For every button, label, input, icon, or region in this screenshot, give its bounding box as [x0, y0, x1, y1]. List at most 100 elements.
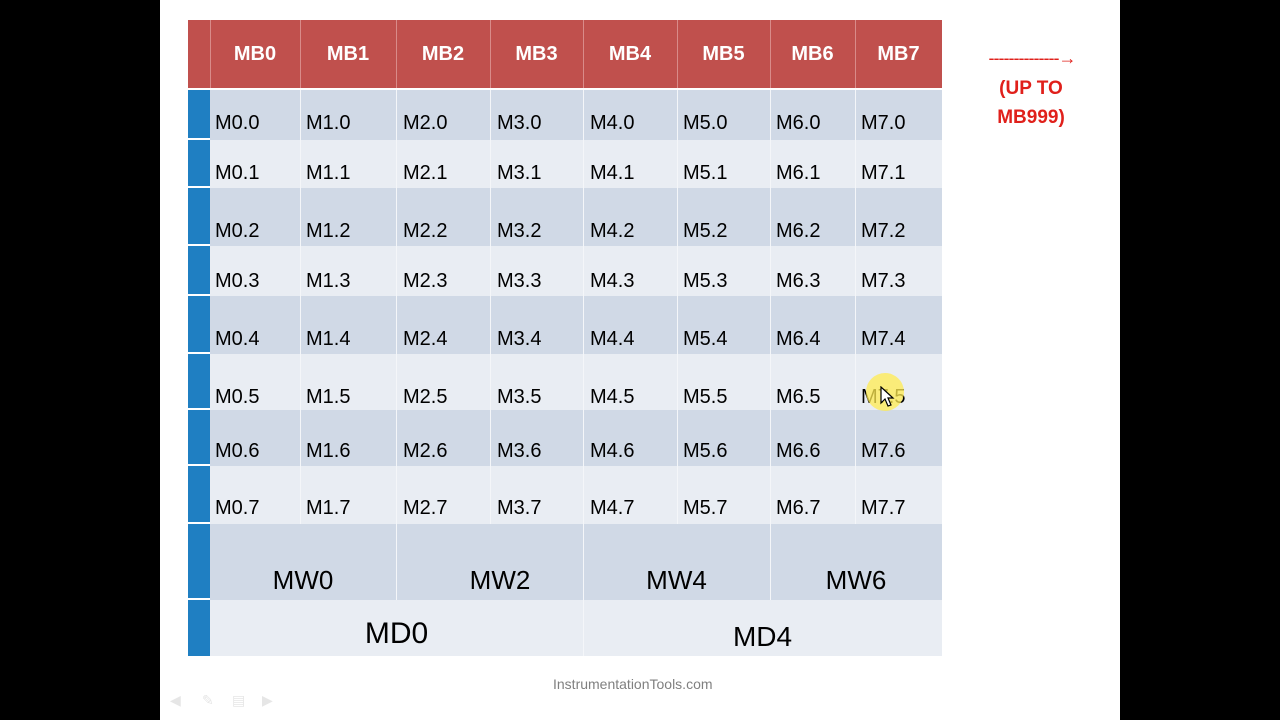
bit-cell: M2.4: [403, 327, 448, 350]
bit-cell: M0.3: [215, 269, 260, 292]
bit-cell: M0.1: [215, 161, 260, 184]
row-marker: [188, 410, 210, 464]
bit-cell: M6.0: [776, 111, 821, 134]
bit-cell: M4.5: [590, 385, 635, 408]
bit-cell: M0.4: [215, 327, 260, 350]
bit-cell: M7.3: [861, 269, 906, 292]
bit-cell: M7.7: [861, 496, 906, 519]
bit-cell: M5.4: [683, 327, 728, 350]
bit-cell: M7.0: [861, 111, 906, 134]
header-divider: [770, 20, 771, 88]
bit-cell: M1.4: [306, 327, 351, 350]
bit-cell: M3.5: [497, 385, 542, 408]
bit-cell: M5.0: [683, 111, 728, 134]
header-cell-mb5: MB5: [702, 42, 745, 65]
bit-cell: M7.2: [861, 219, 906, 242]
bit-cell: M2.2: [403, 219, 448, 242]
header-cell-mb3: MB3: [515, 42, 558, 65]
bit-cell: M3.2: [497, 219, 542, 242]
header-cell-mb0: MB0: [233, 42, 277, 65]
bit-cell: M1.1: [306, 161, 351, 184]
note-line-2: MB999): [997, 107, 1065, 128]
pen-icon[interactable]: ✎: [202, 692, 214, 708]
bit-cell: M0.2: [215, 219, 260, 242]
bit-cell: M3.7: [497, 496, 542, 519]
bit-cell: M1.2: [306, 219, 351, 242]
header-divider: [583, 20, 584, 88]
bit-cell: M4.4: [590, 327, 635, 350]
column-divider: [396, 90, 397, 524]
bit-cell: M7.1: [861, 161, 906, 184]
table-row: [210, 296, 942, 354]
header-cell-mb4: MB4: [608, 42, 652, 65]
bit-cell: M1.6: [306, 439, 351, 462]
header-cell-mb7: MB7: [877, 42, 920, 65]
bit-cell: M6.3: [776, 269, 821, 292]
row-marker: [188, 140, 210, 186]
bit-cell: M6.4: [776, 327, 821, 350]
table-row: [210, 140, 942, 188]
bit-cell: M6.7: [776, 496, 821, 519]
bit-cell: M5.5: [683, 385, 728, 408]
row-marker: [188, 354, 210, 408]
dword-label-md0: MD0: [364, 617, 429, 650]
mouse-pointer-icon: [880, 386, 895, 407]
bit-cell: M0.0: [215, 111, 260, 134]
column-divider: [583, 600, 584, 656]
bit-cell: M0.7: [215, 496, 260, 519]
column-divider: [583, 90, 584, 524]
bit-cell: M6.6: [776, 439, 821, 462]
row-marker: [188, 90, 210, 138]
bit-cell: M1.3: [306, 269, 351, 292]
dword-row: [210, 600, 942, 656]
column-divider: [855, 90, 856, 524]
header-cell-mb2: MB2: [421, 42, 465, 65]
bit-cell: M4.6: [590, 439, 635, 462]
bit-cell: M2.3: [403, 269, 448, 292]
bit-cell: M4.1: [590, 161, 635, 184]
row-marker: [188, 246, 210, 294]
bit-cell: M7.6: [861, 439, 906, 462]
bit-cell: M4.2: [590, 219, 635, 242]
arrow-note: --------------→: [988, 48, 1077, 68]
bit-cell: M6.1: [776, 161, 821, 184]
bit-cell: M1.7: [306, 496, 351, 519]
next-slide-icon[interactable]: ▶: [262, 692, 273, 708]
column-divider: [490, 90, 491, 524]
bit-cell: M5.2: [683, 219, 728, 242]
bit-cell: M4.3: [590, 269, 635, 292]
row-marker: [188, 296, 210, 352]
bit-cell: M3.4: [497, 327, 542, 350]
table-row: [210, 354, 942, 410]
bit-cell: M4.0: [590, 111, 635, 134]
column-divider: [770, 90, 771, 524]
header-divider: [677, 20, 678, 88]
previous-slide-icon[interactable]: ◀: [170, 692, 181, 708]
column-divider: [396, 524, 397, 600]
menu-icon[interactable]: ▤: [232, 692, 246, 708]
footer-source: InstrumentationTools.com: [553, 676, 713, 692]
bit-cell: M0.6: [215, 439, 260, 462]
note-line-1: (UP TO: [999, 78, 1063, 99]
column-divider: [677, 90, 678, 524]
header-divider: [855, 20, 856, 88]
column-divider: [770, 524, 771, 600]
table-row: [210, 188, 942, 246]
row-marker: [188, 600, 210, 656]
header-divider: [490, 20, 491, 88]
bit-cell: M3.3: [497, 269, 542, 292]
bit-cell: M2.7: [403, 496, 448, 519]
table-row: [210, 246, 942, 296]
dword-label-md4: MD4: [732, 621, 793, 652]
header-cell-mb1: MB1: [326, 42, 370, 65]
header-divider: [210, 20, 211, 88]
header-cell-mb6: MB6: [791, 42, 834, 65]
bit-cell: M1.0: [306, 111, 351, 134]
column-divider: [300, 90, 301, 524]
bit-cell: M5.1: [683, 161, 728, 184]
table-row: [210, 90, 942, 140]
bit-cell: M2.5: [403, 385, 448, 408]
bit-cell: M3.1: [497, 161, 542, 184]
word-label-mw2: MW2: [469, 564, 531, 595]
bit-cell: M0.5: [215, 385, 260, 408]
